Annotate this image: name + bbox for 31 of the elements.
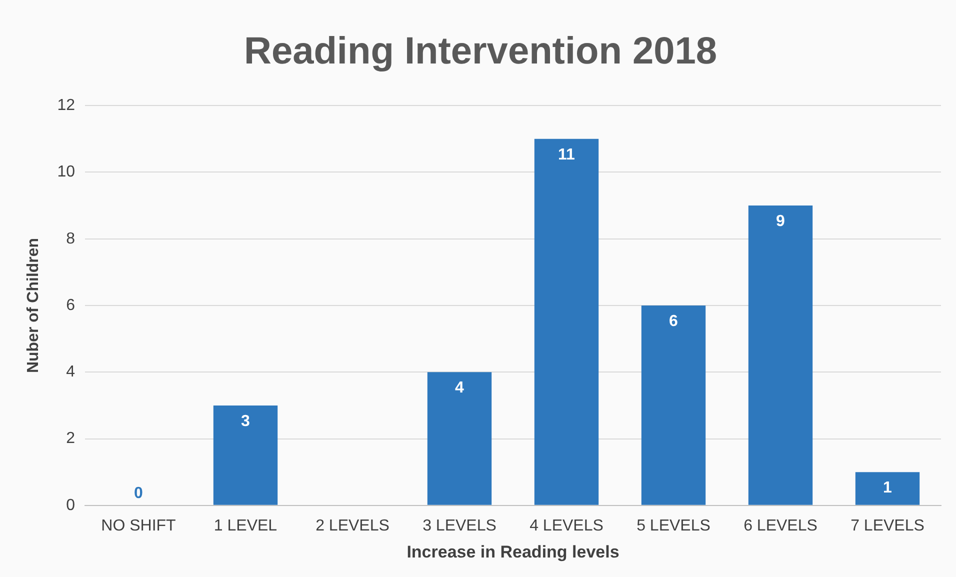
y-tick-label: 12 — [57, 97, 76, 114]
x-axis-title: Increase in Reading levels — [406, 542, 620, 562]
y-tick-label: 0 — [66, 496, 76, 514]
x-tick-label: 1 LEVEL — [214, 517, 278, 534]
x-tick-label: 7 LEVELS — [850, 517, 924, 534]
y-axis-title: Nuber of Children — [25, 238, 42, 374]
bar — [534, 138, 599, 505]
x-tick-label: 5 LEVELS — [636, 517, 710, 534]
y-tick-label: 6 — [66, 296, 76, 314]
y-tick-label: 10 — [57, 164, 76, 181]
data-label: 11 — [558, 146, 576, 164]
x-tick-label: 4 LEVELS — [530, 517, 604, 534]
bar — [855, 472, 920, 505]
data-label: 3 — [241, 412, 250, 430]
x-tick-label: 2 LEVELS — [316, 517, 390, 534]
chart-title: Reading Intervention 2018 — [244, 30, 718, 72]
bar — [427, 372, 492, 505]
y-tick-label: 8 — [66, 230, 76, 248]
y-tick-label: 4 — [66, 364, 76, 381]
x-tick-label: 6 LEVELS — [744, 517, 818, 534]
data-label: 4 — [455, 380, 464, 397]
data-label: 6 — [669, 312, 678, 330]
data-label: 9 — [776, 212, 786, 230]
y-tick-label: 2 — [66, 430, 76, 448]
data-label: 0 — [134, 484, 144, 502]
bar — [641, 306, 706, 505]
data-label: 1 — [883, 479, 892, 496]
x-tick-label: 3 LEVELS — [422, 517, 496, 534]
bar — [213, 405, 278, 505]
x-tick-label: NO SHIFT — [101, 517, 176, 534]
bar — [748, 206, 813, 505]
